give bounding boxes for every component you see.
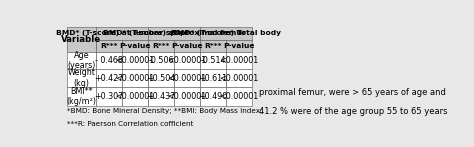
Text: -0.506: -0.506 bbox=[148, 56, 174, 65]
Text: <0.00001: <0.00001 bbox=[115, 56, 155, 65]
Text: proximal femur, were > 65 years of age and: proximal femur, were > 65 years of age a… bbox=[259, 88, 447, 97]
Bar bbox=[174, 40, 200, 52]
Text: +0.611: +0.611 bbox=[199, 74, 228, 83]
Text: -0.514: -0.514 bbox=[201, 56, 226, 65]
Bar bbox=[174, 52, 200, 70]
Text: R***: R*** bbox=[152, 43, 170, 49]
Text: BMI**
(kg/m²): BMI** (kg/m²) bbox=[66, 87, 96, 106]
Text: BMD* (T-score) at lumbar spine: BMD* (T-score) at lumbar spine bbox=[55, 30, 188, 36]
Bar bbox=[96, 52, 122, 70]
Text: <0.00001: <0.00001 bbox=[167, 92, 207, 101]
Text: Age
(years): Age (years) bbox=[67, 51, 95, 70]
Text: <0.00001: <0.00001 bbox=[219, 56, 259, 65]
Text: P-value: P-value bbox=[119, 43, 151, 49]
Bar bbox=[200, 27, 252, 40]
Text: BMD* (T-score) Total body: BMD* (T-score) Total body bbox=[171, 30, 281, 36]
Text: ***R: Paerson Correlation cofficient: ***R: Paerson Correlation cofficient bbox=[66, 121, 193, 127]
Text: Variable: Variable bbox=[61, 35, 101, 44]
Bar bbox=[96, 27, 148, 40]
Text: Weight
(kg): Weight (kg) bbox=[67, 69, 95, 88]
Bar bbox=[96, 87, 122, 106]
Text: <0.00001: <0.00001 bbox=[115, 92, 155, 101]
Bar bbox=[96, 70, 122, 87]
Bar bbox=[66, 87, 96, 106]
Bar bbox=[96, 40, 122, 52]
Bar bbox=[148, 40, 174, 52]
Text: - 0.468: - 0.468 bbox=[95, 56, 123, 65]
Text: +0.490: +0.490 bbox=[199, 92, 228, 101]
Text: R***: R*** bbox=[100, 43, 118, 49]
Text: +0.437: +0.437 bbox=[146, 92, 176, 101]
Bar bbox=[200, 70, 226, 87]
Bar bbox=[122, 87, 148, 106]
Text: BMD* (T-score) at proximal femur: BMD* (T-score) at proximal femur bbox=[103, 30, 246, 36]
Bar bbox=[200, 52, 226, 70]
Text: +0.307: +0.307 bbox=[94, 92, 124, 101]
Bar bbox=[174, 87, 200, 106]
Text: P-value: P-value bbox=[223, 43, 255, 49]
Text: <0.00001: <0.00001 bbox=[219, 92, 259, 101]
Text: *BMD: Bone Mineral Density; **BMI: Body Mass Index;: *BMD: Bone Mineral Density; **BMI: Body … bbox=[66, 108, 262, 114]
Text: P-value: P-value bbox=[171, 43, 203, 49]
Bar bbox=[148, 70, 174, 87]
Bar bbox=[148, 27, 200, 40]
Bar bbox=[66, 70, 96, 87]
Text: <0.00001: <0.00001 bbox=[167, 74, 207, 83]
Text: +0.504: +0.504 bbox=[146, 74, 176, 83]
Bar bbox=[66, 27, 96, 52]
Bar bbox=[66, 52, 96, 70]
Text: 41.2 % were of the age group 55 to 65 years: 41.2 % were of the age group 55 to 65 ye… bbox=[259, 107, 448, 116]
Text: <0.00001: <0.00001 bbox=[219, 74, 259, 83]
Text: <0.00001: <0.00001 bbox=[115, 74, 155, 83]
Bar bbox=[226, 40, 252, 52]
Bar bbox=[226, 52, 252, 70]
Bar bbox=[122, 40, 148, 52]
Text: R***: R*** bbox=[204, 43, 222, 49]
Text: +0.427: +0.427 bbox=[94, 74, 124, 83]
Bar bbox=[174, 70, 200, 87]
Bar bbox=[226, 70, 252, 87]
Bar bbox=[148, 87, 174, 106]
Bar bbox=[200, 87, 226, 106]
Bar bbox=[122, 70, 148, 87]
Bar bbox=[148, 52, 174, 70]
Text: <0.00001: <0.00001 bbox=[167, 56, 207, 65]
Bar bbox=[200, 40, 226, 52]
Bar bbox=[226, 87, 252, 106]
Bar bbox=[122, 52, 148, 70]
